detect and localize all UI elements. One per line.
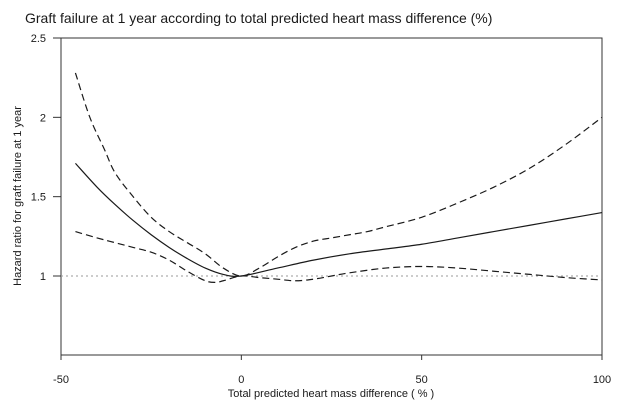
- plot-frame: [60, 37, 603, 356]
- y-axis-label: Hazard ratio for graft failure at 1 year: [12, 106, 24, 286]
- x-tick-label: -50: [53, 374, 69, 386]
- series-layer: [74, 72, 603, 283]
- y-axis-ticks: 1 1.5 2 2.5: [31, 33, 61, 283]
- x-tick-label: 50: [416, 374, 428, 386]
- series-line-dashed-2: [75, 230, 603, 283]
- y-tick-label: 1.5: [31, 192, 46, 204]
- y-tick-label: 1: [40, 271, 46, 283]
- chart-title: Graft failure at 1 year according to tot…: [25, 10, 492, 26]
- y-tick-label: 2: [40, 112, 46, 124]
- series-line-dashed-1: [74, 72, 603, 277]
- x-axis-ticks: -50 0 50 100: [53, 355, 611, 386]
- series-line-solid: [74, 162, 603, 277]
- x-axis-label: Total predicted heart mass difference ( …: [228, 388, 434, 400]
- x-tick-label: 0: [238, 374, 244, 386]
- x-tick-label: 100: [593, 374, 611, 386]
- y-tick-label: 2.5: [31, 33, 46, 45]
